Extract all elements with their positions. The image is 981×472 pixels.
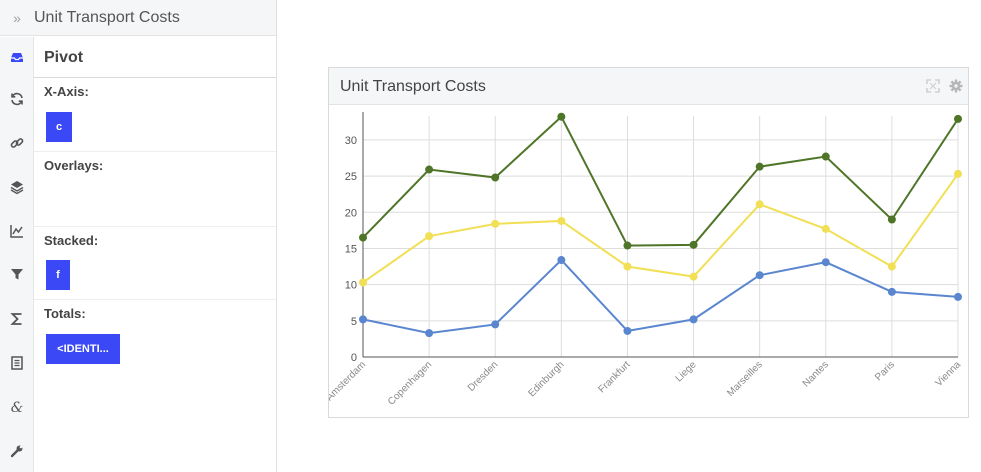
x-tick-label: Paris bbox=[873, 359, 897, 383]
x-tick-label: Frankfurt bbox=[596, 359, 632, 395]
stacked-chip[interactable]: f bbox=[46, 260, 70, 290]
data-point[interactable] bbox=[623, 326, 632, 335]
data-point[interactable] bbox=[887, 215, 896, 224]
x-axis-chip[interactable]: c bbox=[46, 112, 72, 142]
stacked-label: Stacked: bbox=[44, 233, 99, 248]
stacked-section: Stacked: f bbox=[34, 227, 276, 300]
line-chart-icon[interactable] bbox=[0, 219, 34, 243]
y-tick-label: 15 bbox=[345, 243, 357, 255]
data-point[interactable] bbox=[491, 219, 500, 228]
x-tick-label: Liege bbox=[674, 359, 699, 384]
panel-header: » Unit Transport Costs bbox=[0, 0, 276, 36]
line-chart: 0 5 10 15 20 25 30 Amsterdam Copenhagen Dresden Ed… bbox=[329, 112, 963, 408]
data-point[interactable] bbox=[821, 258, 830, 267]
wrench-icon[interactable] bbox=[0, 439, 34, 463]
data-point[interactable] bbox=[359, 315, 367, 324]
overlays-section[interactable]: Overlays: bbox=[34, 152, 276, 227]
layers-icon[interactable] bbox=[0, 175, 34, 199]
data-point[interactable] bbox=[755, 200, 764, 209]
data-point[interactable] bbox=[425, 329, 434, 338]
data-point[interactable] bbox=[359, 233, 367, 242]
refresh-icon[interactable] bbox=[0, 87, 34, 111]
x-tick-label: Copenhagen bbox=[386, 359, 434, 407]
data-point[interactable] bbox=[755, 162, 764, 171]
data-point[interactable] bbox=[689, 240, 698, 249]
data-point[interactable] bbox=[425, 232, 434, 241]
y-tick-label: 0 bbox=[351, 352, 357, 364]
link-icon[interactable] bbox=[0, 131, 34, 155]
pivot-panel: » Unit Transport Costs bbox=[0, 0, 277, 472]
x-axis-section: X-Axis: c bbox=[34, 78, 276, 152]
data-point[interactable] bbox=[755, 271, 764, 280]
data-point[interactable] bbox=[557, 112, 566, 121]
totals-chip[interactable]: <IDENTI... bbox=[46, 334, 120, 364]
data-point[interactable] bbox=[557, 256, 566, 265]
series-line-1 bbox=[362, 173, 959, 284]
x-tick-label: Edinburgh bbox=[526, 359, 566, 399]
series-line-2 bbox=[362, 258, 959, 335]
x-tick-label: Dresden bbox=[466, 359, 501, 394]
data-point[interactable] bbox=[491, 173, 500, 182]
y-tick-label: 20 bbox=[345, 207, 357, 219]
data-point[interactable] bbox=[887, 262, 896, 271]
gear-icon[interactable] bbox=[949, 79, 963, 93]
data-point[interactable] bbox=[689, 272, 698, 281]
svg-text:&: & bbox=[11, 400, 23, 415]
x-axis-label: X-Axis: bbox=[44, 84, 89, 99]
x-tick-label: Nantes bbox=[801, 359, 831, 389]
chart-title: Unit Transport Costs bbox=[340, 78, 486, 95]
totals-section: Totals: <IDENTI... bbox=[34, 300, 276, 380]
series-line-0 bbox=[362, 115, 959, 247]
x-tick-label: Marseilles bbox=[725, 359, 765, 399]
x-tick-label: Amsterdam bbox=[329, 359, 368, 403]
pivot-content: Pivot X-Axis: c Overlays: Stacked: f Tot… bbox=[34, 37, 276, 472]
data-point[interactable] bbox=[359, 278, 367, 287]
data-point[interactable] bbox=[821, 152, 830, 161]
data-point[interactable] bbox=[954, 169, 962, 178]
data-point[interactable] bbox=[425, 165, 434, 174]
data-point[interactable] bbox=[623, 241, 632, 250]
panel-title: Unit Transport Costs bbox=[34, 8, 180, 26]
totals-label: Totals: bbox=[44, 306, 86, 321]
x-tick-label: Vienna bbox=[933, 359, 963, 389]
y-tick-label: 25 bbox=[345, 171, 357, 183]
collapse-icon[interactable]: » bbox=[13, 9, 21, 26]
y-tick-label: 30 bbox=[345, 135, 357, 147]
divider bbox=[34, 77, 276, 78]
ampersand-icon[interactable]: & bbox=[0, 395, 34, 419]
overlays-label: Overlays: bbox=[44, 158, 104, 173]
icon-rail: & bbox=[0, 37, 34, 472]
data-point[interactable] bbox=[491, 320, 500, 329]
data-point[interactable] bbox=[954, 292, 962, 301]
document-icon[interactable] bbox=[0, 351, 34, 375]
data-point[interactable] bbox=[821, 224, 830, 233]
y-tick-label: 10 bbox=[345, 280, 357, 292]
data-point[interactable] bbox=[557, 216, 566, 225]
data-point[interactable] bbox=[623, 262, 632, 271]
data-point[interactable] bbox=[887, 287, 896, 296]
pivot-title: Pivot bbox=[44, 49, 84, 66]
chart-card: Unit Transport Costs 0 5 10 15 20 25 30 Amsterd… bbox=[328, 67, 969, 418]
chart-header: Unit Transport Costs bbox=[329, 68, 968, 105]
y-tick-label: 5 bbox=[351, 316, 357, 328]
inbox-icon[interactable] bbox=[0, 45, 34, 69]
data-point[interactable] bbox=[689, 315, 698, 324]
data-point[interactable] bbox=[954, 114, 962, 123]
filter-icon[interactable] bbox=[0, 262, 34, 286]
sigma-icon[interactable] bbox=[0, 307, 34, 331]
expand-icon[interactable] bbox=[926, 79, 940, 93]
